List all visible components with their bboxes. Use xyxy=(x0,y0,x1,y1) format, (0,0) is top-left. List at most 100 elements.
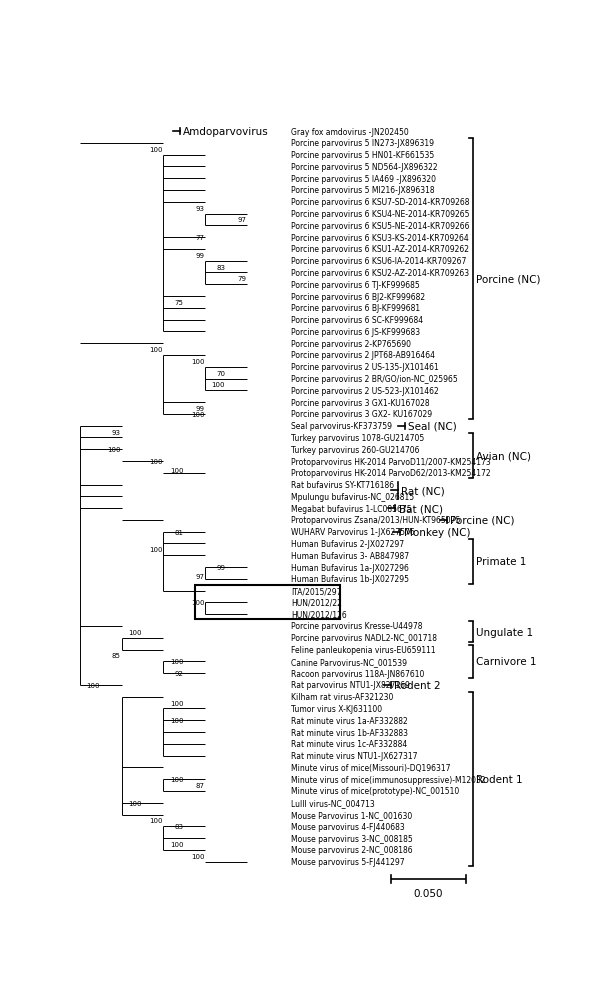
Text: Turkey parvovirus 1078-GU214705: Turkey parvovirus 1078-GU214705 xyxy=(291,433,424,442)
Text: Gray fox amdovirus -JN202450: Gray fox amdovirus -JN202450 xyxy=(291,127,409,136)
Text: Mouse parvovirus 5-FJ441297: Mouse parvovirus 5-FJ441297 xyxy=(291,858,404,867)
Text: 100: 100 xyxy=(170,700,184,706)
Text: 100: 100 xyxy=(149,347,163,353)
Text: 81: 81 xyxy=(175,530,184,536)
Text: Rat (NC): Rat (NC) xyxy=(401,486,445,495)
Text: Porcine parvovirus NADL2-NC_001718: Porcine parvovirus NADL2-NC_001718 xyxy=(291,634,437,643)
Text: Human Bufavirus 2-JX027297: Human Bufavirus 2-JX027297 xyxy=(291,540,404,549)
Text: Porcine (NC): Porcine (NC) xyxy=(450,516,515,526)
Text: 92: 92 xyxy=(175,670,184,676)
Text: Ungulate 1: Ungulate 1 xyxy=(476,627,533,637)
Text: 99: 99 xyxy=(195,253,204,259)
Text: Rat minute virus NTU1-JX627317: Rat minute virus NTU1-JX627317 xyxy=(291,751,417,760)
Text: 97: 97 xyxy=(237,218,246,224)
Text: Porcine parvovirus 5 IN273-JX896319: Porcine parvovirus 5 IN273-JX896319 xyxy=(291,139,434,148)
Text: 100: 100 xyxy=(107,446,121,452)
Text: 77: 77 xyxy=(195,235,204,241)
Text: LuIII virus-NC_004713: LuIII virus-NC_004713 xyxy=(291,798,374,807)
Text: Porcine parvovirus 5 HN01-KF661535: Porcine parvovirus 5 HN01-KF661535 xyxy=(291,151,434,160)
Text: Feline panleukopenia virus-EU659111: Feline panleukopenia virus-EU659111 xyxy=(291,645,436,654)
Text: 75: 75 xyxy=(175,300,184,306)
Text: 100: 100 xyxy=(170,468,184,474)
Text: Mouse parvovirus 2-NC_008186: Mouse parvovirus 2-NC_008186 xyxy=(291,846,412,855)
Text: Kilham rat virus-AF321230: Kilham rat virus-AF321230 xyxy=(291,692,393,701)
Text: Mouse parvovirus 3-NC_008185: Mouse parvovirus 3-NC_008185 xyxy=(291,833,413,843)
Text: 100: 100 xyxy=(170,717,184,723)
Text: Porcine parvovirus 2 JPT68-AB916464: Porcine parvovirus 2 JPT68-AB916464 xyxy=(291,351,435,360)
Text: Minute virus of mice(prototype)-NC_001510: Minute virus of mice(prototype)-NC_00151… xyxy=(291,786,459,795)
Text: Porcine parvovirus 6 TJ-KF999685: Porcine parvovirus 6 TJ-KF999685 xyxy=(291,281,419,290)
Text: Amdoparvovirus: Amdoparvovirus xyxy=(184,127,269,137)
Text: 83: 83 xyxy=(175,823,184,829)
Text: 100: 100 xyxy=(149,458,163,464)
Text: Human Bufavirus 1b-JX027295: Human Bufavirus 1b-JX027295 xyxy=(291,575,409,584)
Text: Porcine parvovirus 5 MI216-JX896318: Porcine parvovirus 5 MI216-JX896318 xyxy=(291,187,434,196)
Text: 100: 100 xyxy=(170,659,184,665)
Text: Porcine parvovirus 3 GX1-KU167028: Porcine parvovirus 3 GX1-KU167028 xyxy=(291,398,430,407)
Text: Rodent 2: Rodent 2 xyxy=(394,680,441,690)
Text: Porcine parvovirus 6 SC-KF999684: Porcine parvovirus 6 SC-KF999684 xyxy=(291,316,423,325)
Text: Porcine parvovirus 6 KSU7-SD-2014-KR709268: Porcine parvovirus 6 KSU7-SD-2014-KR7092… xyxy=(291,198,469,207)
Text: Human Bufavirus 3- AB847987: Human Bufavirus 3- AB847987 xyxy=(291,552,409,561)
Text: 85: 85 xyxy=(112,653,121,659)
Text: 100: 100 xyxy=(149,547,163,553)
Text: Turkey parvovirus 260-GU214706: Turkey parvovirus 260-GU214706 xyxy=(291,445,419,454)
Text: 100: 100 xyxy=(191,853,204,859)
Text: 100: 100 xyxy=(149,817,163,823)
Text: 93: 93 xyxy=(112,429,121,435)
Text: 100: 100 xyxy=(212,382,225,388)
Text: Rat parvovirus NTU1-JX827169: Rat parvovirus NTU1-JX827169 xyxy=(291,681,410,690)
Text: Mouse parvovirus 4-FJ440683: Mouse parvovirus 4-FJ440683 xyxy=(291,822,404,830)
Text: 99: 99 xyxy=(195,405,204,411)
Text: 79: 79 xyxy=(237,276,246,282)
Text: 0.050: 0.050 xyxy=(413,888,443,898)
Text: Porcine parvovirus 6 KSU1-AZ-2014-KR709262: Porcine parvovirus 6 KSU1-AZ-2014-KR7092… xyxy=(291,245,469,254)
Text: Bat (NC): Bat (NC) xyxy=(399,504,443,514)
Text: Porcine parvovirus 6 JS-KF999683: Porcine parvovirus 6 JS-KF999683 xyxy=(291,328,420,337)
Text: Tumor virus X-KJ631100: Tumor virus X-KJ631100 xyxy=(291,704,382,713)
Text: Porcine parvovirus 6 BJ2-KF999682: Porcine parvovirus 6 BJ2-KF999682 xyxy=(291,292,425,301)
Text: Protoparvovirus HK-2014 ParvoD62/2013-KM254172: Protoparvovirus HK-2014 ParvoD62/2013-KM… xyxy=(291,468,490,477)
Text: 100: 100 xyxy=(170,776,184,782)
Text: Protoparvovirus Zsana/2013/HUN-KT965075: Protoparvovirus Zsana/2013/HUN-KT965075 xyxy=(291,516,460,525)
Text: 70: 70 xyxy=(216,370,225,376)
Text: 99: 99 xyxy=(216,565,225,571)
Text: Porcine parvovirus 6 BJ-KF999681: Porcine parvovirus 6 BJ-KF999681 xyxy=(291,304,420,313)
Text: 93: 93 xyxy=(195,206,204,212)
Text: Porcine parvovirus 6 KSU6-IA-2014-KR709267: Porcine parvovirus 6 KSU6-IA-2014-KR7092… xyxy=(291,257,466,266)
Text: WUHARV Parvovirus 1-JX627576: WUHARV Parvovirus 1-JX627576 xyxy=(291,528,415,537)
Text: Porcine parvovirus 2 BR/GO/ion-NC_025965: Porcine parvovirus 2 BR/GO/ion-NC_025965 xyxy=(291,375,458,383)
Text: Seal parvovirus-KF373759: Seal parvovirus-KF373759 xyxy=(291,421,392,430)
Text: Porcine parvovirus 2 US-523-JX101462: Porcine parvovirus 2 US-523-JX101462 xyxy=(291,386,439,395)
Text: Rat minute virus 1a-AF332882: Rat minute virus 1a-AF332882 xyxy=(291,716,407,725)
Text: Porcine parvovirus 5 ND564-JX896322: Porcine parvovirus 5 ND564-JX896322 xyxy=(291,162,437,172)
Text: Porcine parvovirus 6 KSU4-NE-2014-KR709265: Porcine parvovirus 6 KSU4-NE-2014-KR7092… xyxy=(291,210,469,219)
Text: Porcine parvovirus 6 KSU5-NE-2014-KR709266: Porcine parvovirus 6 KSU5-NE-2014-KR7092… xyxy=(291,222,469,231)
Text: Porcine parvovirus 6 KSU2-AZ-2014-KR709263: Porcine parvovirus 6 KSU2-AZ-2014-KR7092… xyxy=(291,269,469,278)
Text: Porcine parvovirus 5 IA469 -JX896320: Porcine parvovirus 5 IA469 -JX896320 xyxy=(291,175,436,184)
Text: Monkey (NC): Monkey (NC) xyxy=(404,528,470,538)
Text: Protoparvovirus HK-2014 ParvoD11/2007-KM254173: Protoparvovirus HK-2014 ParvoD11/2007-KM… xyxy=(291,457,491,466)
Text: HUN/2012/126: HUN/2012/126 xyxy=(291,610,347,619)
Text: Human Bufavirus 1a-JX027296: Human Bufavirus 1a-JX027296 xyxy=(291,563,409,572)
Text: Minute virus of mice(Missouri)-DQ196317: Minute virus of mice(Missouri)-DQ196317 xyxy=(291,763,450,772)
Text: 100: 100 xyxy=(191,358,204,364)
Text: 100: 100 xyxy=(128,800,142,806)
Text: Mpulungu bufavirus-NC_026815: Mpulungu bufavirus-NC_026815 xyxy=(291,492,414,502)
Text: Avian (NC): Avian (NC) xyxy=(476,450,531,460)
Text: 87: 87 xyxy=(195,782,204,788)
Text: Porcine parvovirus 2-KP765690: Porcine parvovirus 2-KP765690 xyxy=(291,339,411,348)
Text: Megabat bufavirus 1-LC085675: Megabat bufavirus 1-LC085675 xyxy=(291,505,412,514)
Text: 100: 100 xyxy=(191,411,204,417)
Text: Porcine (NC): Porcine (NC) xyxy=(476,274,541,284)
Text: 100: 100 xyxy=(86,682,100,688)
Text: 97: 97 xyxy=(195,574,204,580)
Text: Canine Parvovirus-NC_001539: Canine Parvovirus-NC_001539 xyxy=(291,657,407,666)
Text: Porcine parvovirus 2 US-135-JX101461: Porcine parvovirus 2 US-135-JX101461 xyxy=(291,363,439,372)
Text: Carnivore 1: Carnivore 1 xyxy=(476,657,537,667)
Text: Rat minute virus 1b-AF332883: Rat minute virus 1b-AF332883 xyxy=(291,728,408,737)
Text: Mouse Parvovirus 1-NC_001630: Mouse Parvovirus 1-NC_001630 xyxy=(291,810,412,819)
Text: Rat bufavirus SY-KT716186: Rat bufavirus SY-KT716186 xyxy=(291,480,394,489)
Text: 100: 100 xyxy=(149,146,163,152)
Text: 100: 100 xyxy=(170,842,184,848)
